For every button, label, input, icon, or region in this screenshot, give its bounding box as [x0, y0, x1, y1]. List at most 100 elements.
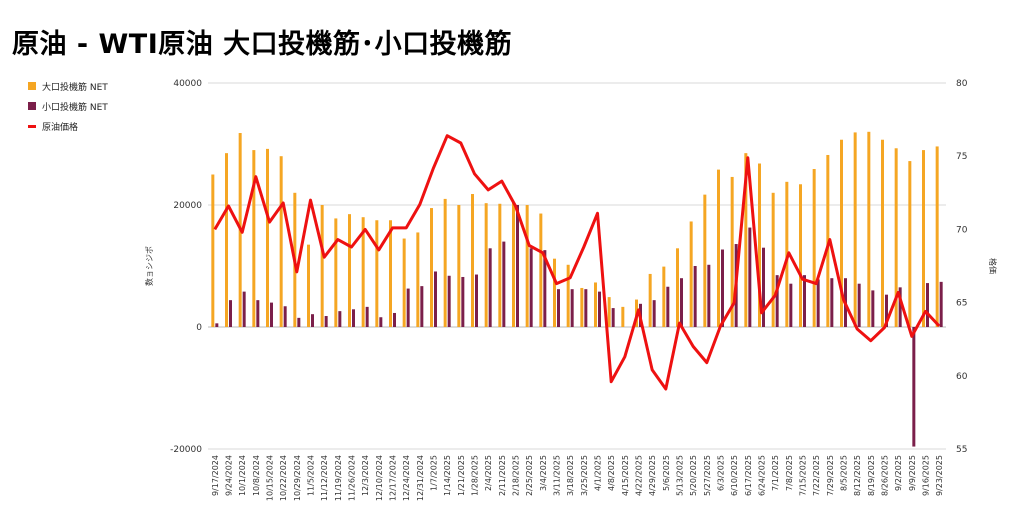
- bar-small-speculators: [939, 281, 943, 327]
- bar-large-speculators: [922, 150, 925, 327]
- bar-large-speculators: [607, 297, 611, 327]
- bar-large-speculators: [703, 194, 707, 327]
- bar-large-speculators: [225, 153, 228, 327]
- bar-large-speculators: [621, 306, 625, 327]
- bar-large-speculators: [307, 244, 310, 327]
- bar-large-speculators: [881, 139, 884, 327]
- line-crude-price: [213, 134, 941, 391]
- bar-small-speculators: [488, 248, 492, 327]
- y-right-tick-label: 60: [956, 372, 968, 382]
- bar-large-speculators: [744, 153, 748, 327]
- x-tick-label: 9/9/2025: [908, 455, 917, 491]
- chart-title: 原油 - WTI原油 大口投機筋･小口投機筋: [12, 29, 513, 60]
- bar-large-speculators: [758, 163, 761, 327]
- y-left-tick-label: -20000: [170, 445, 202, 455]
- bar-small-speculators: [502, 241, 506, 327]
- bar-small-speculators: [693, 266, 697, 327]
- legend-item-small-speculators: 小口投機筋 NET: [28, 96, 108, 116]
- bar-large-speculators: [375, 220, 379, 327]
- y-left-tick-label: 0: [196, 323, 202, 333]
- x-tick-label: 4/8/2025: [607, 455, 616, 491]
- bar-small-speculators: [365, 306, 369, 327]
- x-tick-label: 12/17/2024: [389, 455, 398, 501]
- bar-large-speculators: [252, 150, 256, 327]
- y-left-axis-label: 数ョシジポ: [144, 246, 154, 286]
- bar-small-speculators: [283, 306, 287, 327]
- bar-large-speculators: [402, 238, 406, 327]
- bar-large-speculators: [320, 205, 324, 327]
- legend: 大口投機筋 NET 小口投機筋 NET 原油価格: [28, 76, 108, 136]
- x-tick-label: 5/6/2025: [662, 455, 671, 491]
- bar-large-speculators: [662, 266, 666, 327]
- bar-large-speculators: [539, 213, 543, 327]
- bar-small-speculators: [256, 300, 260, 327]
- x-tick-label: 1/7/2025: [430, 455, 439, 491]
- bar-large-speculators: [799, 184, 802, 327]
- bar-small-speculators: [775, 275, 779, 327]
- x-tick-label: 10/1/2024: [238, 455, 247, 496]
- bar-small-speculators: [352, 309, 355, 327]
- x-tick-label: 9/24/2024: [225, 455, 234, 496]
- bar-large-speculators: [471, 194, 474, 327]
- bar-small-speculators: [871, 290, 875, 327]
- bar-small-speculators: [379, 317, 383, 327]
- x-tick-label: 3/25/2025: [580, 455, 589, 496]
- y-right-tick-label: 55: [956, 445, 967, 455]
- x-tick-label: 2/18/2025: [512, 455, 521, 496]
- bar-small-speculators: [898, 287, 902, 327]
- bar-large-speculators: [443, 198, 447, 327]
- bar-small-speculators: [803, 275, 806, 327]
- bar-small-speculators: [652, 300, 656, 327]
- bar-small-speculators: [529, 248, 533, 327]
- bar-large-speculators: [840, 139, 843, 327]
- bar-large-speculators: [484, 203, 488, 327]
- bar-large-speculators: [279, 156, 283, 327]
- bar-small-speculators: [543, 250, 547, 327]
- x-tick-label: 9/2/2025: [894, 455, 903, 491]
- bar-large-speculators: [717, 169, 720, 327]
- legend-swatch-large-speculators: [28, 82, 36, 90]
- x-tick-label: 8/26/2025: [881, 455, 890, 496]
- bar-large-speculators: [211, 174, 215, 327]
- bar-large-speculators: [730, 176, 734, 327]
- x-tick-label: 12/10/2024: [375, 455, 384, 501]
- y-right-tick-label: 80: [956, 79, 968, 89]
- x-tick-label: 3/4/2025: [539, 455, 548, 491]
- x-tick-label: 11/19/2024: [334, 455, 343, 501]
- y-right-tick-label: 70: [956, 225, 968, 235]
- bar-large-speculators: [812, 169, 816, 327]
- bar-small-speculators: [393, 312, 396, 327]
- x-tick-label: 11/26/2024: [348, 455, 357, 501]
- x-tick-label: 2/4/2025: [484, 455, 493, 491]
- x-tick-label: 7/22/2025: [812, 455, 821, 496]
- x-tick-label: 7/8/2025: [785, 455, 794, 491]
- y-left-tick-label: 40000: [173, 79, 202, 89]
- x-tick-label: 8/5/2025: [840, 455, 849, 491]
- x-tick-label: 7/29/2025: [826, 455, 835, 496]
- bar-large-speculators: [580, 287, 584, 327]
- bar-small-speculators: [229, 300, 232, 327]
- legend-label-crude-price: 原油価格: [42, 122, 79, 133]
- x-tick-label: 6/24/2025: [758, 455, 767, 496]
- bar-large-speculators: [512, 201, 515, 327]
- bar-large-speculators: [525, 205, 529, 327]
- x-tick-label: 7/15/2025: [799, 455, 808, 496]
- x-tick-label: 4/29/2025: [648, 455, 657, 496]
- x-tick-label: 6/10/2025: [730, 455, 739, 496]
- bar-large-speculators: [498, 203, 502, 327]
- x-tick-label: 10/22/2024: [279, 455, 288, 501]
- x-tick-label: 10/8/2024: [252, 455, 261, 496]
- bar-large-speculators: [867, 131, 871, 327]
- bar-small-speculators: [926, 283, 929, 327]
- x-tick-label: 6/17/2025: [744, 455, 753, 496]
- x-tick-label: 11/12/2024: [320, 455, 329, 501]
- bar-large-speculators: [935, 146, 939, 327]
- legend-swatch-small-speculators: [28, 102, 36, 110]
- x-tick-label: 10/15/2024: [266, 455, 275, 501]
- bar-small-speculators: [461, 276, 465, 327]
- x-tick-label: 1/21/2025: [457, 455, 466, 496]
- bar-small-speculators: [270, 302, 273, 327]
- x-tick-label: 7/1/2025: [771, 455, 780, 491]
- bar-small-speculators: [324, 316, 328, 327]
